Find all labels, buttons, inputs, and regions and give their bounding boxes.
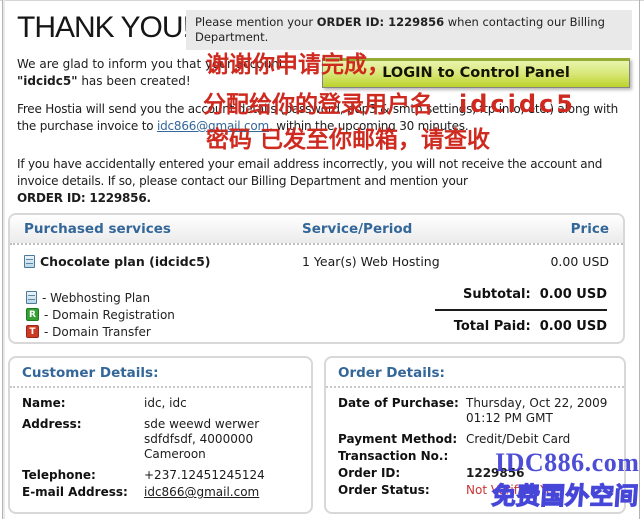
table-row: Chocolate plan (idcidc5) 1 Year(s) Web H… bbox=[10, 245, 623, 269]
email-warning-text: If you have accidentally entered your em… bbox=[17, 157, 603, 188]
totals-divider bbox=[435, 309, 607, 311]
page-border-left bbox=[2, 0, 3, 519]
account-created-text-post: has been created! bbox=[77, 74, 191, 88]
legend-webhosting-label: - Webhosting Plan bbox=[42, 290, 151, 305]
page-border-right bbox=[639, 0, 640, 519]
account-details-text-post: , within the upcoming 30 minutes. bbox=[269, 119, 469, 133]
header-service-period: Service/Period bbox=[302, 221, 413, 237]
customer-email-link[interactable]: idc866@gmail.com bbox=[144, 485, 260, 499]
customer-telephone-row: Telephone: +237.12451245124 bbox=[22, 468, 300, 483]
order-details-title: Order Details: bbox=[326, 358, 624, 388]
page-border-left-shade bbox=[3, 0, 5, 519]
page-border-top bbox=[0, 0, 644, 1]
account-details-paragraph: Free Hostia will send you the account de… bbox=[17, 101, 623, 135]
total-paid-label: Total Paid: bbox=[453, 319, 531, 334]
order-status-value: Not Verified Yet bbox=[466, 483, 558, 497]
domain-registration-icon: R bbox=[26, 308, 39, 321]
payment-method-value: Credit/Debit Card bbox=[466, 432, 571, 446]
order-id-label: Order ID: bbox=[338, 466, 401, 480]
legend-domain-transfer-label: - Domain Transfer bbox=[44, 324, 151, 339]
telephone-label: Telephone: bbox=[22, 468, 96, 482]
email-warning-order-id: ORDER ID: 1229856. bbox=[17, 191, 151, 205]
address-label: Address: bbox=[22, 417, 82, 431]
payment-method-label: Payment Method: bbox=[338, 432, 458, 446]
billing-note: Please mention your ORDER ID: 1229856 wh… bbox=[186, 10, 632, 50]
annotation-username-line: 分配给你的登录用户名 idcidc5 bbox=[203, 85, 576, 119]
customer-email-row: E-mail Address: idc866@gmail.com bbox=[22, 485, 300, 500]
customer-details-title: Customer Details: bbox=[10, 358, 311, 388]
legend-webhosting: - Webhosting Plan bbox=[26, 289, 175, 306]
transaction-no-label: Transaction No.: bbox=[338, 449, 449, 463]
transaction-no-row: Transaction No.: bbox=[338, 449, 613, 464]
order-status-row: Order Status: Not Verified Yet bbox=[338, 483, 613, 498]
order-status-label: Order Status: bbox=[338, 483, 430, 497]
email-label: E-mail Address: bbox=[22, 485, 128, 499]
billing-note-order-id: ORDER ID: 1229856 bbox=[316, 15, 445, 29]
annotation-application-complete: 谢谢你申请完成， bbox=[206, 52, 390, 78]
invoice-email-link[interactable]: idc866@gmail.com bbox=[156, 119, 270, 133]
webhosting-plan-icon bbox=[26, 291, 37, 304]
billing-note-text: Please mention your bbox=[195, 15, 317, 29]
service-period: 1 Year(s) Web Hosting bbox=[302, 254, 440, 269]
legend-domain-transfer: T - Domain Transfer bbox=[26, 323, 175, 340]
service-price: 0.00 USD bbox=[550, 254, 609, 269]
header-price: Price bbox=[570, 221, 609, 237]
order-totals: Subtotal: 0.00 USD Total Paid: 0.00 USD bbox=[407, 287, 607, 334]
purchased-services-panel: Purchased services Service/Period Price … bbox=[8, 213, 625, 344]
services-table-header: Purchased services Service/Period Price bbox=[10, 215, 623, 245]
total-paid-value: 0.00 USD bbox=[539, 319, 607, 334]
address-value: sde weewd werwer sdfdfsdf, 4000000 Camer… bbox=[144, 417, 260, 461]
subtotal-label: Subtotal: bbox=[462, 287, 531, 302]
date-of-purchase-row: Date of Purchase: Thursday, Oct 22, 2009… bbox=[338, 396, 613, 426]
account-created-text: We are glad to inform you that your acco… bbox=[17, 57, 284, 71]
email-warning-paragraph: If you have accidentally entered your em… bbox=[17, 156, 623, 207]
legend-domain-registration: R - Domain Registration bbox=[26, 306, 175, 323]
telephone-value: +237.12451245124 bbox=[144, 468, 265, 482]
service-name: Chocolate plan (idcidc5) bbox=[40, 254, 211, 269]
login-control-panel-button[interactable]: LOGIN to Control Panel bbox=[322, 58, 630, 88]
subtotal-row: Subtotal: 0.00 USD bbox=[407, 287, 607, 302]
account-name: "idcidc5" bbox=[17, 74, 78, 88]
name-label: Name: bbox=[22, 396, 66, 410]
account-details-text: Free Hostia will send you the account de… bbox=[17, 102, 619, 133]
annotation-password-sent: 密码 已发至你邮箱，请查收 bbox=[206, 127, 491, 153]
services-legend: - Webhosting Plan R - Domain Registratio… bbox=[26, 289, 175, 340]
total-paid-row: Total Paid: 0.00 USD bbox=[407, 319, 607, 334]
date-of-purchase-label: Date of Purchase: bbox=[338, 396, 459, 410]
header-purchased-services: Purchased services bbox=[24, 221, 171, 237]
customer-address-row: Address: sde weewd werwer sdfdfsdf, 4000… bbox=[22, 417, 300, 462]
annotation-username-value: idcidc5 bbox=[459, 90, 576, 118]
domain-transfer-icon: T bbox=[26, 325, 39, 338]
webhosting-plan-icon bbox=[24, 255, 35, 268]
billing-note-text-post: when contacting our Billing Department. bbox=[195, 15, 605, 44]
order-id-row: Order ID: 1229856 bbox=[338, 466, 613, 481]
customer-details-panel: Customer Details: Name: idc, idc Address… bbox=[8, 356, 313, 514]
customer-name-row: Name: idc, idc bbox=[22, 396, 300, 411]
annotation-username-label: 分配给你的登录用户名 bbox=[203, 92, 433, 118]
subtotal-value: 0.00 USD bbox=[539, 287, 607, 302]
legend-domain-registration-label: - Domain Registration bbox=[44, 307, 175, 322]
name-value: idc, idc bbox=[144, 396, 187, 410]
payment-method-row: Payment Method: Credit/Debit Card bbox=[338, 432, 613, 447]
order-id-value: 1229856 bbox=[466, 466, 525, 480]
date-of-purchase-value: Thursday, Oct 22, 2009 01:12 PM GMT bbox=[466, 396, 608, 425]
page-title: THANK YOU! bbox=[17, 11, 191, 44]
order-details-panel: Order Details: Date of Purchase: Thursda… bbox=[324, 356, 626, 514]
account-created-paragraph: We are glad to inform you that your acco… bbox=[17, 56, 317, 90]
